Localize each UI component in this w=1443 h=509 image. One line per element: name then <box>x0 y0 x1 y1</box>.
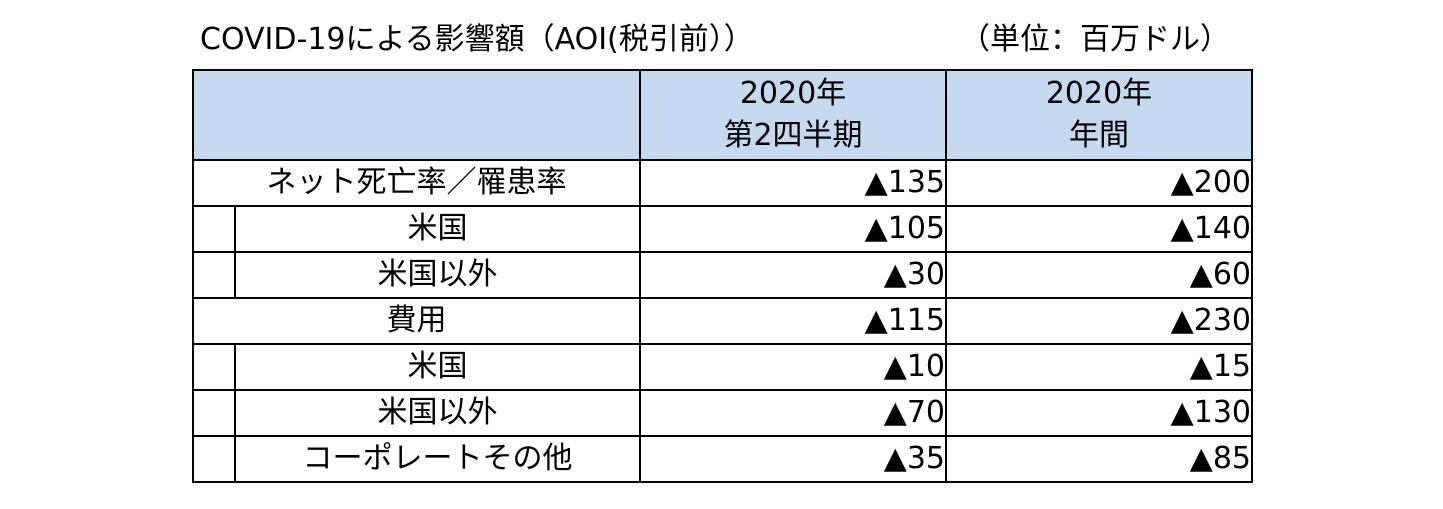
indent-cell <box>192 251 236 299</box>
value-q2-expenses-us: ▲10 <box>639 343 947 391</box>
header-row: 2020年 第2四半期 2020年 年間 <box>192 69 1253 161</box>
value-q2-mortality-us: ▲105 <box>639 205 947 253</box>
value-annual-mortality: ▲200 <box>945 159 1253 207</box>
value-annual-expenses-non-us: ▲130 <box>945 389 1253 437</box>
table-row-mortality-us: 米国 ▲105 ▲140 <box>192 205 1253 253</box>
value-q2-expenses: ▲115 <box>639 297 947 345</box>
indent-cell <box>192 389 236 437</box>
table-row-mortality-non-us: 米国以外 ▲30 ▲60 <box>192 251 1253 299</box>
value-q2-expenses-corporate: ▲35 <box>639 435 947 483</box>
section-label-expenses: 費用 <box>192 297 641 345</box>
value-q2-expenses-non-us: ▲70 <box>639 389 947 437</box>
unit-note: （単位：百万ドル） <box>960 22 1230 57</box>
row-label-mortality-non-us: 米国以外 <box>234 251 641 299</box>
header-annual-period: 年間 <box>1069 118 1129 153</box>
table-row-section-expenses: 費用 ▲115 ▲230 <box>192 297 1253 345</box>
table-title: COVID-19による影響額（AOI(税引前）） <box>200 22 754 57</box>
table-row-expenses-us: 米国 ▲10 ▲15 <box>192 343 1253 391</box>
value-annual-mortality-us: ▲140 <box>945 205 1253 253</box>
row-label-mortality-us: 米国 <box>234 205 641 253</box>
table-row-expenses-non-us: 米国以外 ▲70 ▲130 <box>192 389 1253 437</box>
header-q2-period: 第2四半期 <box>723 118 863 153</box>
value-q2-mortality: ▲135 <box>639 159 947 207</box>
value-q2-mortality-non-us: ▲30 <box>639 251 947 299</box>
header-corner-cell <box>192 69 641 161</box>
value-annual-mortality-non-us: ▲60 <box>945 251 1253 299</box>
table-row-expenses-corporate: コーポレートその他 ▲35 ▲85 <box>192 435 1253 483</box>
impact-table: 2020年 第2四半期 2020年 年間 ネット死亡率／罹患率 ▲135 ▲20… <box>192 69 1253 483</box>
indent-cell <box>192 343 236 391</box>
header-annual-year: 2020年 <box>1045 76 1153 111</box>
indent-cell <box>192 205 236 253</box>
value-annual-expenses-corporate: ▲85 <box>945 435 1253 483</box>
row-label-expenses-us: 米国 <box>234 343 641 391</box>
row-label-expenses-corporate: コーポレートその他 <box>234 435 641 483</box>
table-row-section-mortality: ネット死亡率／罹患率 ▲135 ▲200 <box>192 159 1253 207</box>
header-annual-cell: 2020年 年間 <box>945 69 1253 161</box>
row-label-expenses-non-us: 米国以外 <box>234 389 641 437</box>
header-q2-cell: 2020年 第2四半期 <box>639 69 947 161</box>
header-q2-year: 2020年 <box>739 76 847 111</box>
section-label-mortality: ネット死亡率／罹患率 <box>192 159 641 207</box>
value-annual-expenses: ▲230 <box>945 297 1253 345</box>
value-annual-expenses-us: ▲15 <box>945 343 1253 391</box>
indent-cell <box>192 435 236 483</box>
